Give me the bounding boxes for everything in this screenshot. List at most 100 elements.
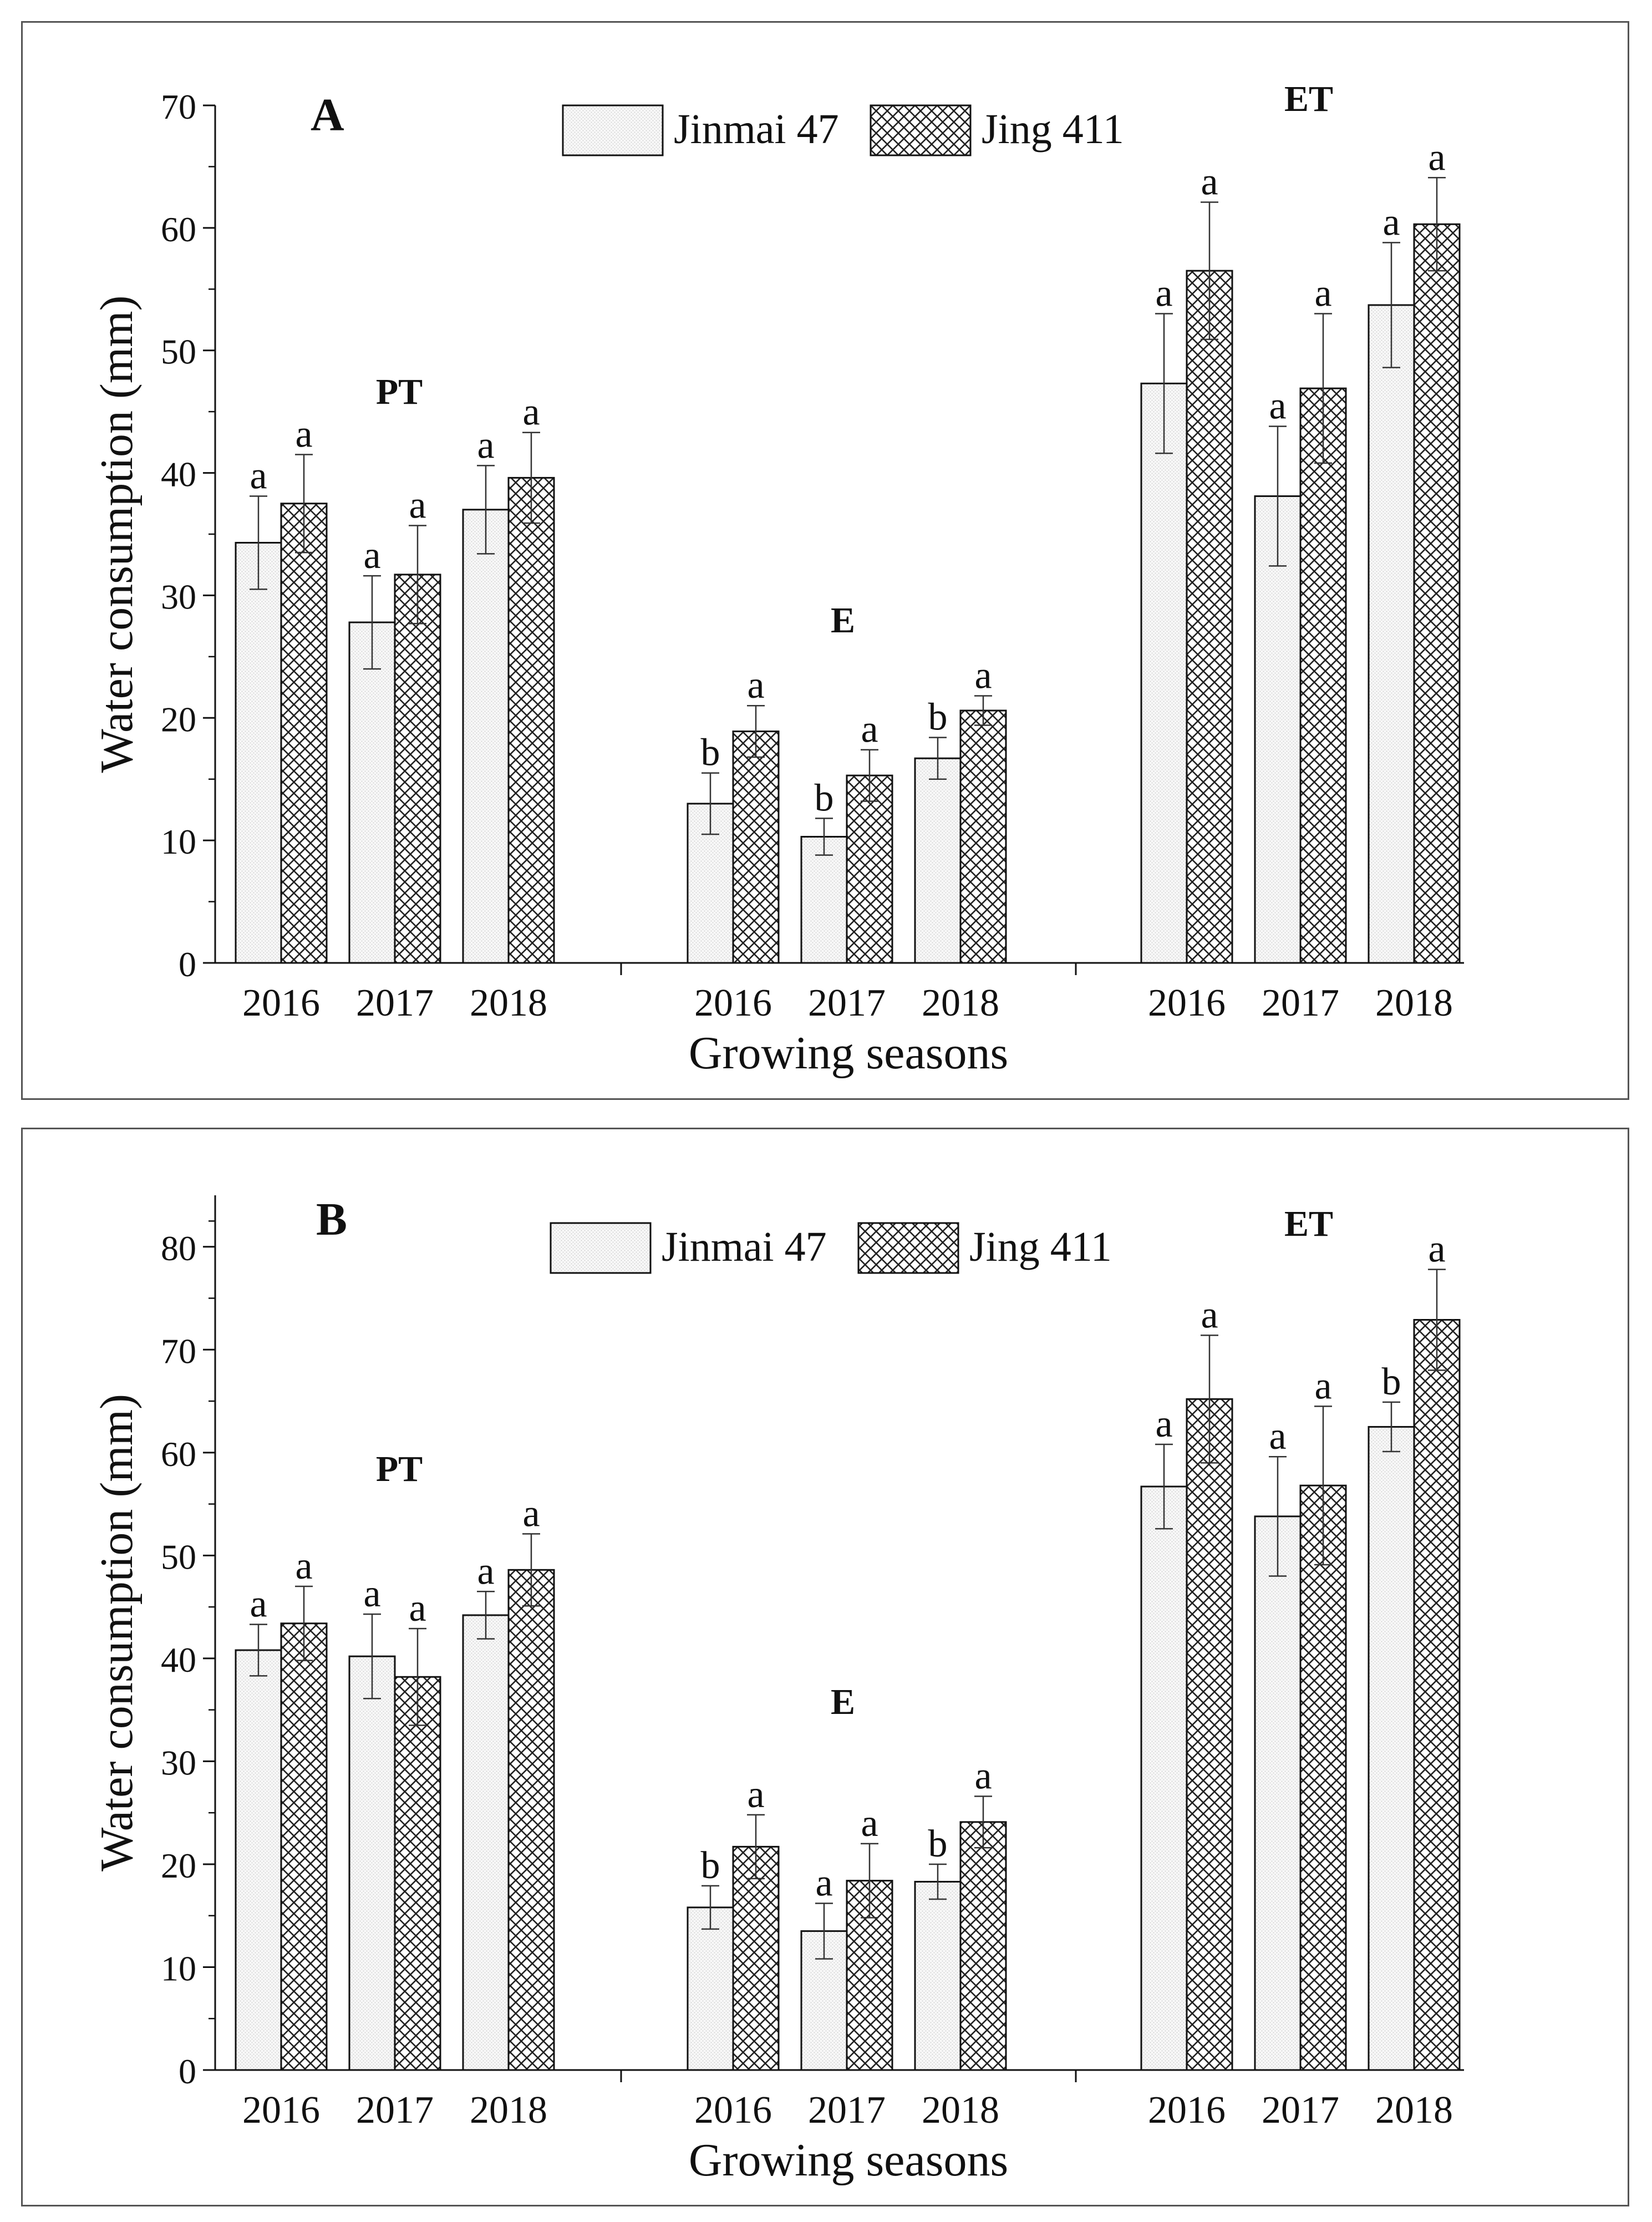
bar-pt-2016-jinmai47 (235, 1649, 282, 2071)
significance-letter: a (363, 1572, 380, 1615)
bar-et-2016-jinmai47 (1140, 1485, 1188, 2071)
panel-label: A (311, 89, 344, 141)
significance-letter: b (815, 777, 834, 819)
bar-pt-2017-jinmai47 (348, 621, 396, 964)
bar-et-2016-jinmai47 (1140, 382, 1188, 964)
x-axis-title: Growing seasons (689, 2134, 1008, 2186)
significance-letter: a (861, 708, 878, 751)
significance-letter: a (1428, 1228, 1445, 1271)
x-tick-label: 2017 (808, 2089, 886, 2132)
significance-letter: a (747, 1773, 764, 1816)
x-tick-label: 2016 (694, 2089, 772, 2132)
y-tick-label: 20 (161, 699, 196, 739)
bar-et-2017-jing411 (1299, 1484, 1347, 2071)
x-tick-label: 2018 (922, 2089, 999, 2132)
x-axis-title: Growing seasons (689, 1027, 1008, 1079)
legend-swatch-jing411 (857, 1222, 959, 1274)
x-tick-label: 2018 (922, 982, 999, 1024)
y-axis-title: Water consumption (mm) (91, 295, 143, 773)
group-label-pt: PT (376, 1449, 423, 1489)
bar-et-2018-jing411 (1413, 223, 1461, 964)
y-tick-label: 70 (161, 1331, 196, 1371)
bar-e-2017-jing411 (846, 774, 893, 964)
significance-letter: b (1382, 1361, 1401, 1403)
significance-letter: a (1269, 385, 1286, 428)
bar-et-2018-jinmai47 (1368, 304, 1415, 964)
y-tick-label: 80 (161, 1229, 196, 1268)
group-label-pt: PT (376, 372, 423, 412)
legend-label-jinmai47: Jinmai 47 (662, 1224, 827, 1270)
significance-letter: a (295, 413, 312, 455)
bar-e-2018-jinmai47 (914, 1880, 962, 2071)
y-tick-label: 30 (161, 1743, 196, 1782)
legend-swatch-jinmai47 (562, 104, 664, 156)
bar-pt-2016-jinmai47 (235, 541, 282, 964)
significance-letter: a (522, 1492, 540, 1535)
bar-pt-2017-jinmai47 (348, 1655, 396, 2071)
significance-letter: a (747, 664, 764, 707)
significance-letter: a (409, 484, 426, 527)
x-tick-label: 2017 (1262, 982, 1339, 1024)
y-tick-label: 60 (161, 1434, 196, 1474)
y-tick-label: 10 (161, 822, 196, 861)
group-label-et: ET (1284, 79, 1333, 119)
y-tick-label: 0 (179, 945, 196, 984)
x-tick-label: 2018 (470, 2089, 547, 2132)
bar-e-2016-jing411 (732, 1845, 780, 2071)
x-tick-label: 2017 (356, 982, 434, 1024)
bar-pt-2018-jing411 (507, 476, 555, 964)
panel-label: B (316, 1194, 347, 1245)
bar-e-2017-jinmai47 (800, 836, 848, 964)
significance-letter: a (1201, 160, 1218, 203)
bar-et-2017-jinmai47 (1254, 495, 1302, 964)
significance-letter: b (701, 1844, 720, 1887)
group-label-e: E (831, 600, 855, 641)
bar-pt-2018-jinmai47 (462, 1614, 510, 2071)
y-tick-label: 70 (161, 87, 196, 126)
x-tick-label: 2016 (242, 2089, 320, 2132)
legend-label-jing411: Jing 411 (982, 106, 1124, 153)
significance-letter: a (974, 1754, 992, 1797)
significance-letter: a (1269, 1415, 1286, 1458)
group-label-et: ET (1284, 1204, 1333, 1244)
x-tick-label: 2016 (694, 982, 772, 1024)
x-tick-label: 2016 (1148, 982, 1226, 1024)
significance-letter: a (477, 424, 494, 466)
significance-letter: b (701, 732, 720, 774)
group-label-e: E (831, 1682, 855, 1722)
significance-letter: a (295, 1545, 312, 1587)
significance-letter: a (1314, 272, 1331, 314)
x-tick-label: 2018 (1375, 982, 1453, 1024)
significance-letter: a (363, 534, 380, 577)
legend-swatch-jing411 (870, 104, 972, 156)
y-tick-label: 50 (161, 1537, 196, 1576)
bar-et-2016-jing411 (1186, 1398, 1233, 2071)
significance-letter: a (409, 1587, 426, 1630)
x-tick-label: 2016 (1148, 2089, 1226, 2132)
y-tick-label: 0 (179, 2052, 196, 2091)
bar-et-2018-jinmai47 (1368, 1425, 1415, 2071)
bar-pt-2018-jinmai47 (462, 509, 510, 964)
significance-letter: a (861, 1802, 878, 1845)
significance-letter: a (1314, 1364, 1331, 1407)
significance-letter: a (1382, 201, 1400, 243)
y-tick-label: 40 (161, 455, 196, 494)
x-tick-label: 2018 (1375, 2089, 1453, 2132)
bar-pt-2016-jing411 (280, 1622, 328, 2071)
y-tick-label: 20 (161, 1846, 196, 1885)
significance-letter: a (250, 455, 267, 498)
x-tick-label: 2016 (242, 982, 320, 1024)
bar-e-2018-jinmai47 (914, 757, 962, 964)
bar-pt-2018-jing411 (507, 1569, 555, 2071)
y-tick-label: 40 (161, 1640, 196, 1680)
bar-pt-2017-jing411 (394, 574, 441, 964)
significance-letter: a (974, 655, 992, 697)
bar-e-2018-jing411 (959, 1821, 1007, 2071)
bar-et-2017-jinmai47 (1254, 1515, 1302, 2071)
legend-label-jing411: Jing 411 (969, 1224, 1112, 1270)
x-tick-label: 2017 (1262, 2089, 1339, 2132)
legend-label-jinmai47: Jinmai 47 (674, 106, 839, 153)
significance-letter: a (815, 1861, 832, 1904)
significance-letter: a (1155, 1403, 1172, 1445)
